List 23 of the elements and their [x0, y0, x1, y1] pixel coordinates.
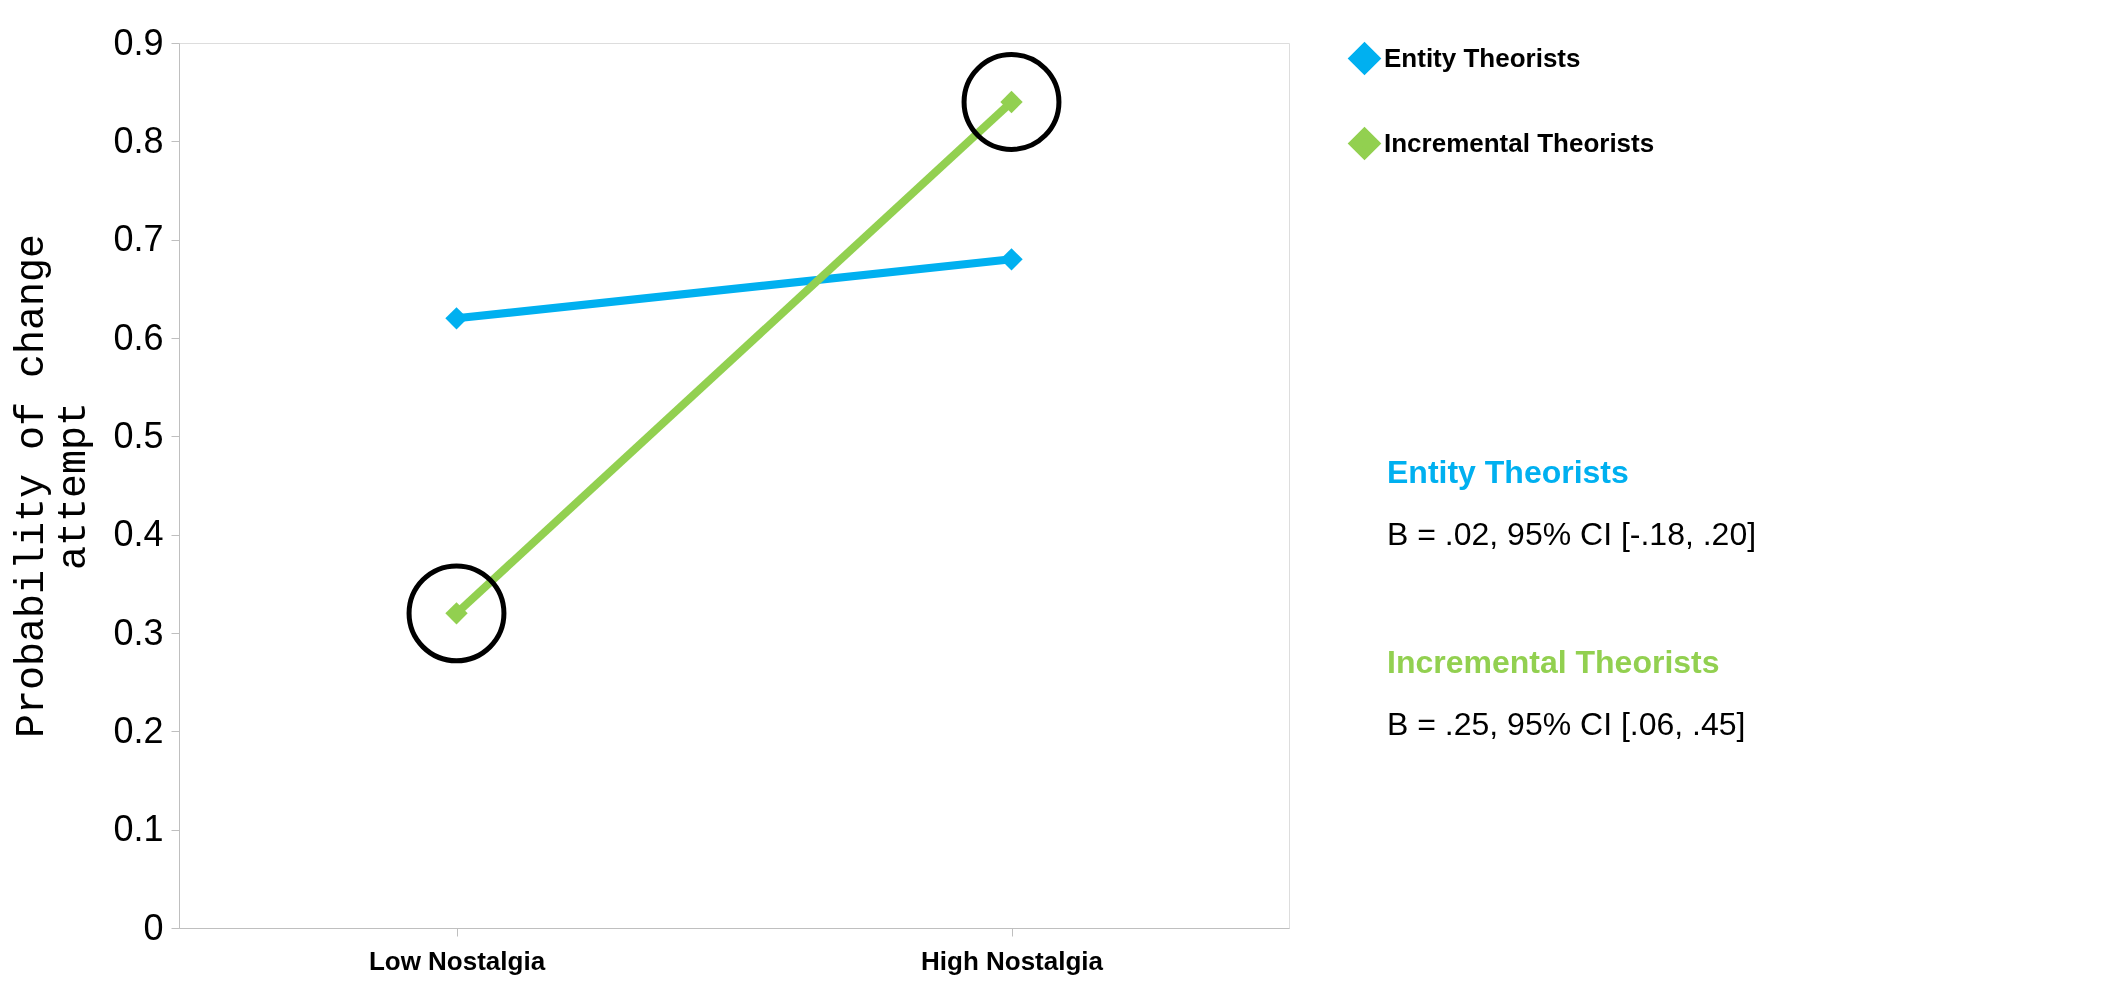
y-tick-label: 0.6	[113, 316, 164, 358]
text: B = .02, 95% CI [-.18, .20]	[1387, 516, 1757, 552]
y-axis-title: Probability of change attempt	[10, 233, 98, 739]
legend-label: Entity Theorists	[1384, 42, 1581, 73]
text: Entity Theorists	[1387, 454, 1629, 490]
x-tick-label: High Nostalgia	[920, 945, 1104, 976]
y-tick-label: 0	[143, 906, 164, 948]
y-tick-label: 0.7	[113, 218, 164, 260]
y-tick-label: 0.9	[113, 21, 164, 63]
text: Incremental Theorists	[1387, 644, 1720, 680]
legend-label: Incremental Theorists	[1384, 127, 1655, 158]
point	[445, 307, 468, 330]
x-tick-label: Low Nostalgia	[368, 945, 546, 976]
point	[1000, 248, 1023, 271]
y-tick-label: 0.3	[113, 611, 164, 653]
y-tick-label: 0.8	[113, 119, 164, 161]
point	[445, 602, 468, 625]
y-tick-label: 0.2	[113, 709, 164, 751]
point	[1000, 90, 1023, 114]
text: B = .25, 95% CI [.06, .45]	[1387, 706, 1746, 742]
y-tick-label: 0.5	[113, 414, 164, 456]
y-tick-label: 0.1	[113, 808, 164, 850]
y-tick-label: 0.4	[113, 513, 164, 555]
